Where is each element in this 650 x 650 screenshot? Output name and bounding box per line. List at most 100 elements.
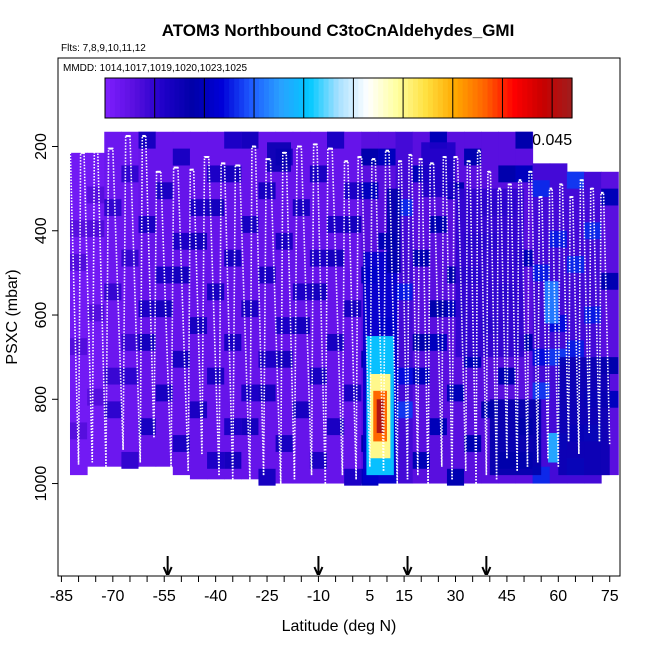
heatmap-cell: [532, 180, 550, 198]
flight-profile: [588, 187, 601, 442]
flight-profile: [105, 147, 124, 467]
heatmap-cell: [412, 451, 430, 469]
flight-profile: [567, 196, 580, 455]
heatmap-cell: [498, 165, 516, 183]
heatmap-cell: [327, 249, 345, 267]
y-tick-label: 200: [33, 133, 50, 160]
heatmap-column: [275, 131, 294, 484]
flight-profile: [485, 170, 498, 480]
heatmap-cell: [138, 418, 156, 436]
heatmap-cell: [189, 401, 208, 419]
colorbar-segment: [467, 78, 474, 118]
heatmap-cell: [241, 216, 259, 233]
x-tick-label: 45: [498, 588, 516, 605]
colorbar-segment: [427, 78, 434, 118]
colorbar-segment: [214, 78, 220, 118]
colorbar-segment: [487, 78, 494, 118]
heatmap-cell: [515, 165, 533, 183]
colorbar-segment: [522, 78, 528, 118]
heatmap-cell: [121, 367, 139, 385]
flight-profile: [536, 196, 549, 463]
dates-subtitle: MMDD: 1014,1017,1019,1020,1023,1025: [63, 63, 247, 74]
x-tick-label: 30: [447, 588, 465, 605]
heatmap-cell: [395, 283, 413, 301]
heatmap-cell: [566, 340, 585, 358]
colorbar-segment: [244, 78, 250, 118]
heatmap-cell: [292, 199, 310, 217]
heatmap-cell: [258, 182, 276, 200]
flight-profile: [396, 160, 409, 484]
heatmap-cell: [189, 317, 208, 334]
heatmap-feature: [558, 357, 610, 476]
heatmap-cell: [241, 384, 259, 402]
flight-profiles: [64, 134, 611, 484]
colorbar-segment: [328, 78, 335, 118]
heatmap-cell: [412, 367, 430, 385]
colorbar-segment: [313, 78, 320, 118]
x-tick-label: -40: [204, 588, 227, 605]
colorbar-segment: [174, 78, 181, 118]
colorbar-segment: [537, 78, 543, 118]
heatmap-cell: [344, 468, 362, 486]
heatmap-cell: [584, 222, 602, 240]
heatmap-cell: [446, 384, 465, 402]
colorbar-segment: [517, 78, 523, 118]
colorbar-segment: [482, 78, 489, 118]
heatmap-cell: [121, 165, 139, 183]
colorbar-segment: [348, 78, 355, 118]
heatmap-cell: [121, 451, 139, 469]
flight-profile: [279, 152, 296, 484]
colorbar-segment: [318, 78, 325, 118]
colorbar-segment: [129, 78, 136, 118]
heatmap-cell: [172, 266, 190, 284]
flight-profile: [249, 145, 265, 480]
x-tick-label: -25: [255, 588, 278, 605]
heatmap-cell: [275, 435, 293, 452]
colorbar-segment: [388, 78, 394, 118]
heatmap-cell: [104, 199, 122, 217]
colorbar-segment: [403, 78, 409, 118]
heatmap-cell: [224, 249, 242, 267]
colorbar-segment: [343, 78, 350, 118]
heatmap-cell: [241, 418, 259, 436]
heatmap-cell: [121, 333, 139, 351]
x-axis: -85 -70 -55 -40 -25 -10 5 15 30 45 60 75: [50, 576, 619, 605]
colorbar-segment: [288, 78, 295, 118]
colorbar-segment: [363, 78, 369, 118]
heatmap-cell: [275, 350, 293, 368]
heatmap-cell: [172, 435, 190, 452]
heatmap-cell: [138, 216, 156, 233]
heatmap-cell: [207, 165, 225, 183]
heatmap-cell: [155, 384, 173, 402]
heatmap-cell: [515, 131, 533, 149]
heatmap-cell: [104, 401, 122, 419]
colorbar-segment: [119, 78, 126, 118]
colorbar-segment: [338, 78, 345, 118]
colorbar-segment: [323, 78, 330, 118]
heatmap-cell: [412, 333, 430, 351]
flight-profile: [310, 143, 327, 484]
x-tick-label: 60: [549, 588, 567, 605]
colorbar-segment: [149, 78, 156, 118]
heatmap-cell: [292, 317, 310, 334]
heatmap-cell: [344, 384, 362, 402]
flight-profile: [406, 154, 419, 480]
heatmap-cell: [446, 468, 465, 486]
colorbar-segment: [259, 78, 265, 118]
heatmap-cell: [275, 317, 293, 334]
heatmap-cell: [327, 333, 345, 351]
y-tick-label: 800: [33, 386, 50, 413]
heatmap-cell: [138, 131, 156, 149]
heatmap-cell: [189, 232, 208, 250]
colorbar-segment: [333, 78, 340, 118]
heatmap-cell: [155, 300, 173, 318]
colorbar-segment: [224, 78, 230, 118]
colorbar-segment: [199, 78, 205, 118]
heatmap-cell: [361, 148, 379, 166]
heatmap-cell: [327, 131, 345, 149]
colorbar-segment: [507, 78, 513, 118]
heatmap-cell: [395, 401, 413, 419]
heatmap-cell: [87, 186, 105, 204]
colorbar-segment: [353, 78, 359, 118]
heatmap-cell: [138, 300, 156, 318]
